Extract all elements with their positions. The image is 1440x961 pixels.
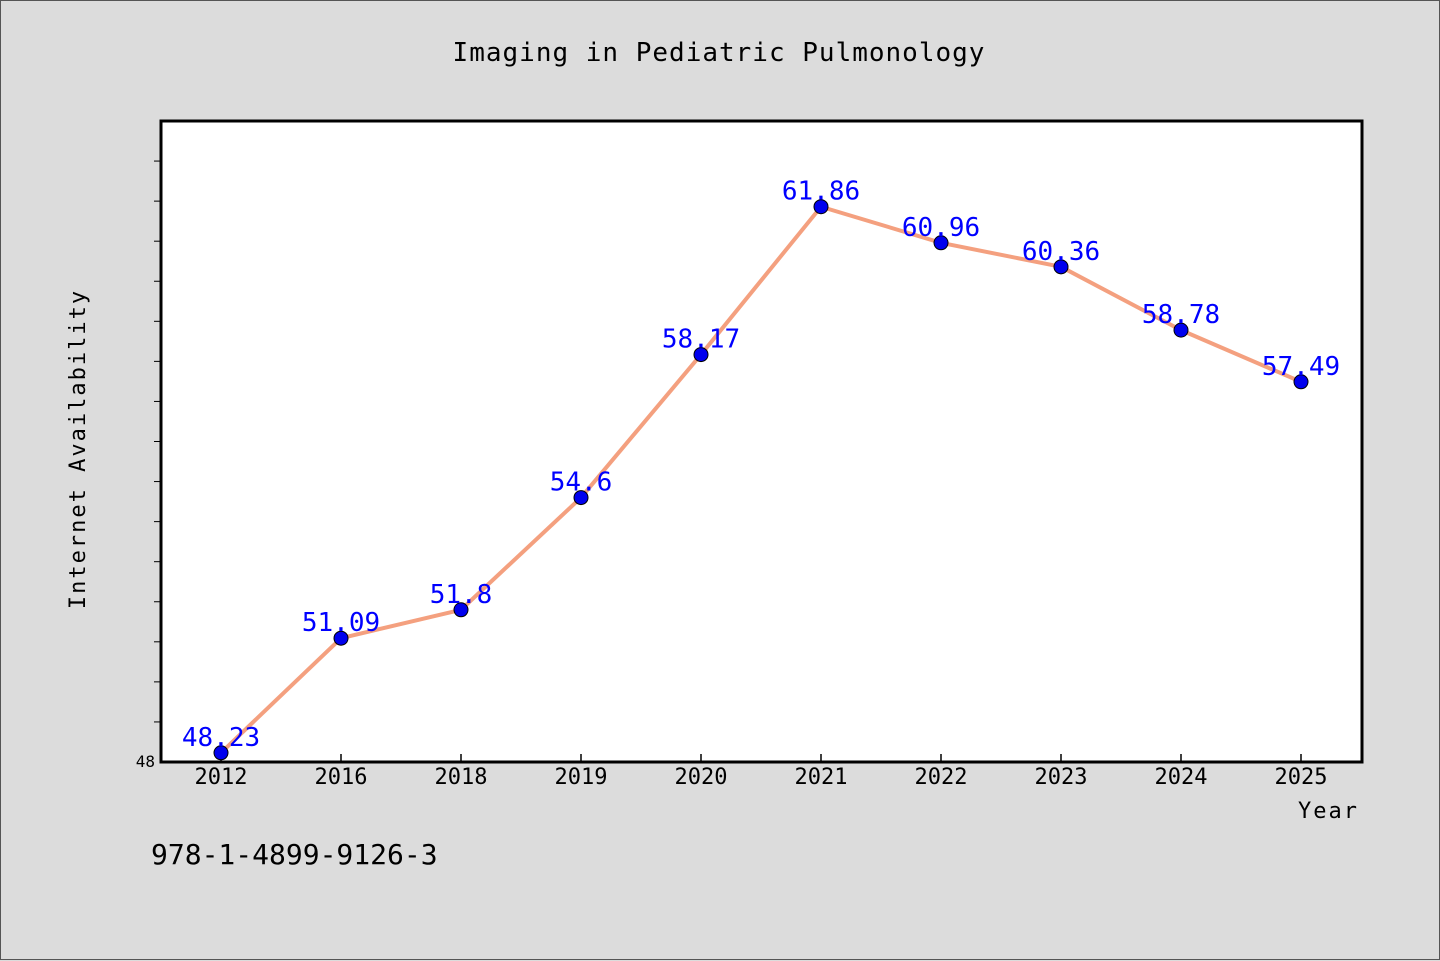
data-label: 54.6	[550, 468, 613, 498]
x-tick-label: 2020	[675, 765, 728, 790]
series-line	[219, 204, 1302, 755]
y-tick-label: 48	[136, 752, 155, 771]
data-label: 60.96	[902, 213, 980, 243]
data-point	[573, 490, 589, 506]
data-point	[1053, 259, 1069, 275]
data-point	[453, 602, 469, 618]
data-label: 57.49	[1262, 352, 1340, 382]
x-tick-label: 2018	[435, 765, 488, 790]
data-point	[1173, 322, 1189, 338]
data-point	[213, 745, 229, 761]
data-point	[693, 347, 709, 363]
data-label: 61.86	[782, 177, 860, 207]
series-layer	[213, 199, 1309, 761]
data-label: 51.8	[430, 580, 493, 610]
x-tick-label: 2021	[795, 765, 848, 790]
data-label: 60.36	[1022, 237, 1100, 267]
x-tick-label: 2022	[915, 765, 968, 790]
chart-title: Imaging in Pediatric Pulmonology	[453, 38, 986, 68]
x-axis-ticks: 2012 2016 2018 2019 2020 2021 2022 2023 2024 2025	[195, 754, 1328, 790]
plot-area	[159, 119, 1364, 764]
x-axis-label: Year	[1298, 799, 1359, 824]
data-point	[813, 199, 829, 215]
isbn-text: 978-1-4899-9126-3	[151, 838, 438, 871]
y-axis-ticks: 48	[136, 160, 161, 771]
x-tick-label: 2023	[1035, 765, 1088, 790]
data-label: 48.23	[182, 723, 260, 753]
data-point	[1293, 374, 1309, 390]
data-label: 58.78	[1142, 300, 1220, 330]
data-labels: 48.23 51.09 51.8 54.6 58.17 61.86 60.96 60.36 58…	[182, 177, 1340, 753]
data-label: 58.17	[662, 325, 740, 355]
data-point	[933, 235, 949, 251]
x-tick-label: 2019	[555, 765, 608, 790]
x-tick-label: 2024	[1155, 765, 1208, 790]
x-tick-label: 2025	[1275, 765, 1328, 790]
data-point	[333, 630, 349, 646]
x-tick-label: 2012	[195, 765, 248, 790]
x-tick-label: 2016	[315, 765, 368, 790]
data-label: 51.09	[302, 608, 380, 638]
y-axis-label: Internet Availability	[66, 289, 91, 609]
